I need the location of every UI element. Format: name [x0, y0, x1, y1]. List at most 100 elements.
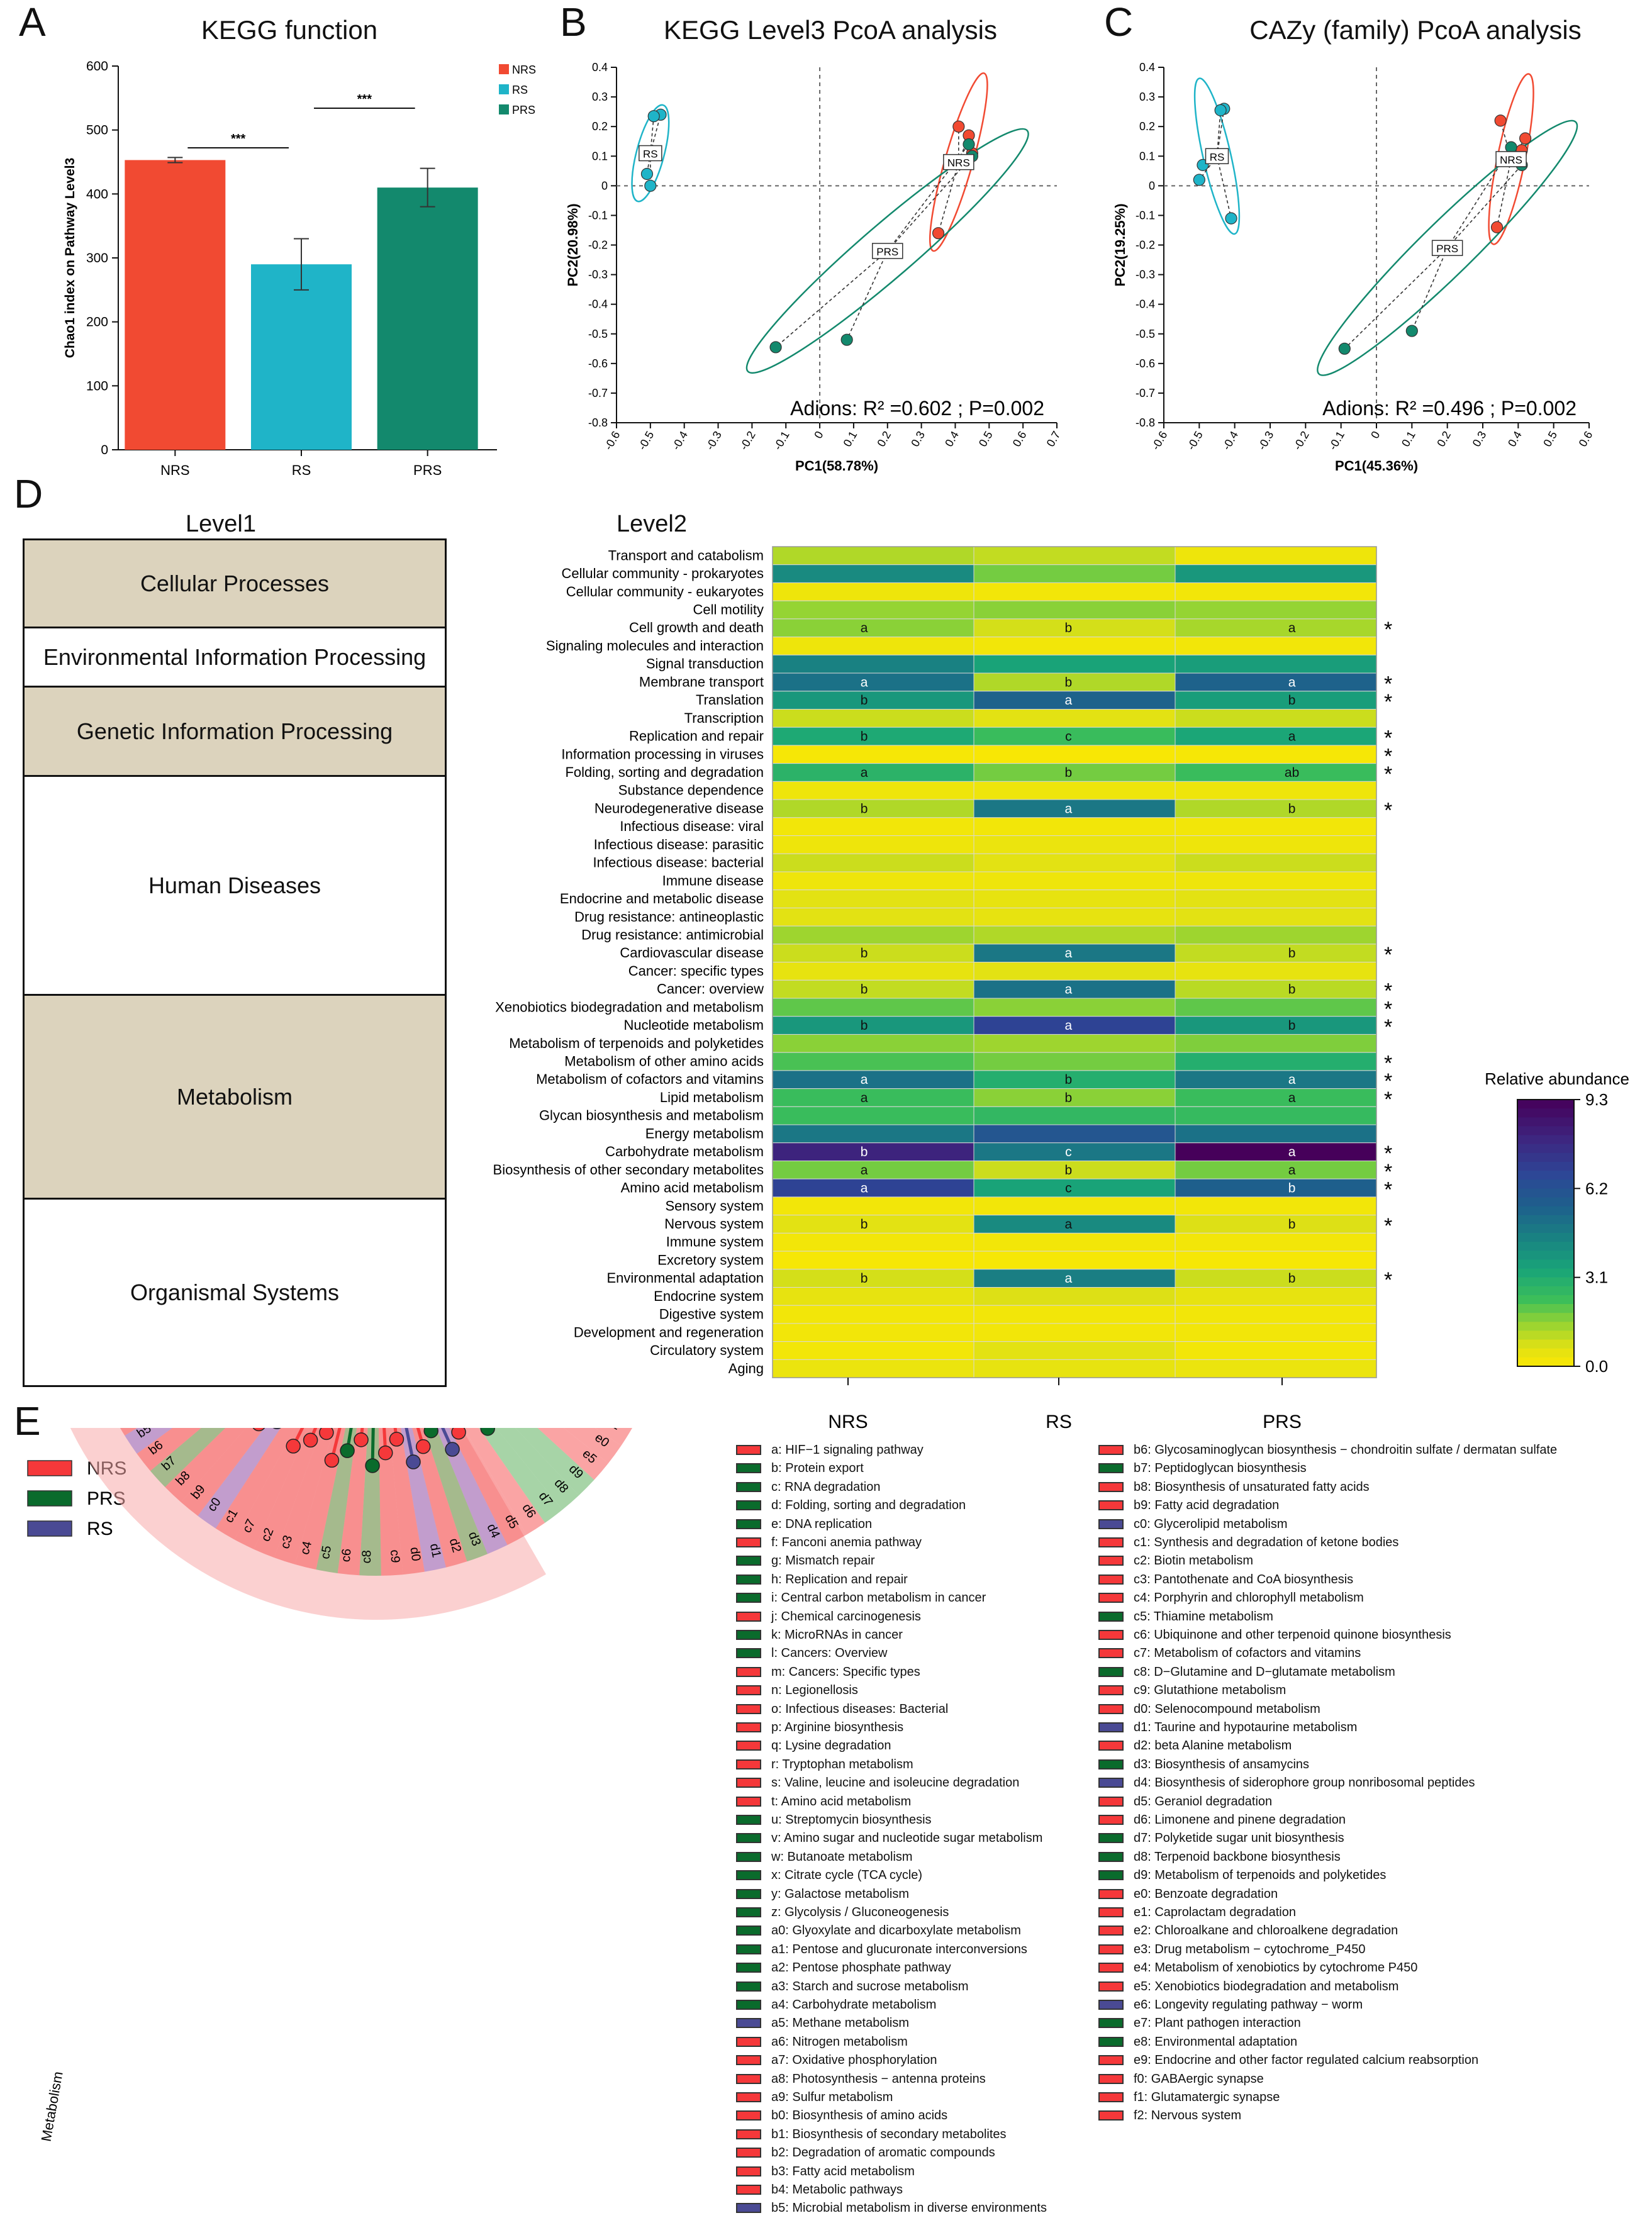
column-label: PRS [1263, 1412, 1302, 1432]
pathway-legend-text: b0: Biosynthesis of amino acids [771, 2109, 948, 2123]
centroid-link [937, 162, 959, 233]
pathway-legend-swatch [736, 2055, 761, 2066]
pathway-legend-swatch [736, 1778, 761, 1788]
y-tick-label: 0 [1149, 179, 1155, 192]
significance-letter: a [861, 1181, 868, 1196]
pathway-legend-item: a7: Oxidative phosphorylation [736, 2051, 1176, 2070]
pathway-legend-text: f1: Glutamatergic synapse [1134, 2090, 1280, 2104]
clade-shade-b7 [150, 1428, 226, 1487]
point-nrs [952, 120, 965, 133]
colorbar-segment [1517, 1330, 1574, 1340]
pathway-legend-swatch [736, 1574, 761, 1585]
pathway-legend-swatch [1098, 1703, 1124, 1714]
pathway-legend-text: e4: Metabolism of xenobiotics by cytochr… [1134, 1961, 1418, 1975]
significance-letter: a [1065, 693, 1073, 708]
colorbar-segment [1517, 1152, 1574, 1162]
heatmap-cell [1175, 1160, 1377, 1179]
pathway-legend-item: e2: Chloroalkane and chloroalkene degrad… [1098, 1921, 1539, 1940]
centroid-label: NRS [1500, 154, 1522, 166]
heatmap-cell [772, 582, 974, 601]
pathway-legend-item: z: Glycolysis / Gluconeogenesis [736, 1903, 1176, 1922]
pathway-legend-text: x: Citrate cycle (TCA cycle) [771, 1868, 923, 1883]
pathway-legend-text: c1: Synthesis and degradation of ketone … [1134, 1536, 1399, 1549]
heatmap-cell [973, 781, 1176, 800]
pathway-legend-item: d0: Selenocompound metabolism [1098, 1700, 1539, 1719]
node-c3 [319, 1428, 334, 1441]
colorbar-segment [1517, 1357, 1574, 1367]
heatmap-cell [973, 835, 1176, 854]
pathway-legend-item: e6: Longevity regulating pathway − worm [1098, 1995, 1539, 2014]
point-rs [1225, 212, 1237, 225]
colorbar-segment [1517, 1108, 1574, 1118]
pathway-legend-swatch [1098, 1666, 1124, 1677]
pathway-legend-swatch [736, 1815, 761, 1825]
pathway-legend-item: a6: Nitrogen metabolism [736, 2032, 1176, 2051]
branch-d2 [416, 1428, 425, 1447]
heatmap-cell [772, 1178, 974, 1198]
colorbar-segment [1517, 1117, 1574, 1127]
panel-b-title: KEGG Level3 PcoA analysis [664, 15, 997, 45]
pathway-legend-swatch [736, 1611, 761, 1622]
point-nrs [1490, 221, 1504, 233]
pathway-legend-swatch [1098, 1833, 1124, 1844]
heatmap-cell [1175, 745, 1377, 764]
pathway-legend-item: b7: Peptidoglycan biosynthesis [1098, 1459, 1539, 1478]
point-prs [840, 333, 853, 346]
row-label: Endocrine system [654, 1288, 764, 1304]
significance-star: * [1384, 618, 1392, 642]
row-label: Cardiovascular disease [620, 945, 764, 961]
significance-star: * [1384, 1268, 1392, 1292]
significance-letter: b [861, 983, 868, 997]
pathway-legend-item: e4: Metabolism of xenobiotics by cytochr… [1098, 1958, 1539, 1977]
pathway-legend-item: b0: Biosynthesis of amino acids [736, 2106, 1176, 2125]
pathway-legend-item: e0: Benzoate degradation [1098, 1885, 1539, 1903]
adonis-annotation: Adions: R² =0.496 ; P=0.002 [1322, 397, 1577, 420]
pathway-legend-text: b: Protein export [771, 1461, 864, 1476]
clade-shade-d5 [449, 1428, 527, 1546]
pathway-legend-swatch [736, 1703, 761, 1714]
heatmap-cell [772, 1160, 974, 1179]
pathway-legend-swatch [736, 2036, 761, 2047]
heatmap-cell [772, 1251, 974, 1270]
clade-shade-c2 [254, 1428, 322, 1558]
row-label: Membrane transport [639, 674, 764, 689]
significance-star: * [1384, 798, 1392, 822]
pathway-legend-item: b5: Microbial metabolism in diverse envi… [736, 2199, 1176, 2217]
pathway-legend-text: i: Central carbon metabolism in cancer [771, 1591, 986, 1605]
centroid-link [1216, 156, 1232, 219]
pathway-legend-item: d: Folding, sorting and degradation [736, 1496, 1176, 1515]
pathway-legend-swatch [736, 1759, 761, 1770]
clade-shade-d4 [436, 1428, 508, 1554]
x-tick-label: -0.3 [1256, 429, 1276, 452]
clade-shade-c5 [316, 1428, 357, 1573]
colorbar-segment [1517, 1126, 1574, 1136]
significance-letter: ab [1285, 766, 1299, 780]
pathway-legend-item: e7: Plant pathogen interaction [1098, 2014, 1539, 2032]
level1-header: Level1 [186, 511, 256, 537]
colorbar-segment [1517, 1295, 1574, 1305]
pathway-legend-swatch [1098, 1963, 1124, 1973]
colorbar-tick-label: 3.1 [1585, 1268, 1608, 1287]
significance-label: *** [357, 92, 372, 106]
pathway-legend-text: a: HIF−1 signaling pathway [771, 1443, 924, 1457]
clade-label: c9 [388, 1549, 402, 1563]
pathway-legend-item: n: Legionellosis [736, 1681, 1176, 1700]
y-tick-label: 0 [101, 443, 108, 457]
pathway-legend-text: e3: Drug metabolism − cytochrome_P450 [1134, 1942, 1366, 1956]
pathway-legend-text: c0: Glycerolipid metabolism [1134, 1517, 1288, 1531]
heatmap-cell [973, 871, 1176, 891]
x-tick-label: 0.3 [908, 429, 927, 449]
pathway-legend-swatch [1098, 1630, 1124, 1640]
significance-letter: b [1065, 766, 1073, 780]
pathway-legend-item: e9: Endocrine and other factor regulated… [1098, 2051, 1539, 2070]
pathway-legend-swatch [736, 2129, 761, 2139]
heatmap-cell [1175, 1178, 1377, 1198]
pathway-legend-swatch [1098, 1815, 1124, 1825]
pathway-legend-item: d1: Taurine and hypotaurine metabolism [1098, 1718, 1539, 1737]
centroid-link [1411, 247, 1448, 332]
pathway-legend-item: l: Cancers: Overview [736, 1644, 1176, 1663]
clade-shade-d6 [463, 1428, 545, 1535]
pathway-legend-item: c7: Metabolism of cofactors and vitamins [1098, 1644, 1539, 1663]
y-tick-label: -0.3 [588, 269, 608, 281]
heatmap-cell [1175, 1287, 1377, 1306]
